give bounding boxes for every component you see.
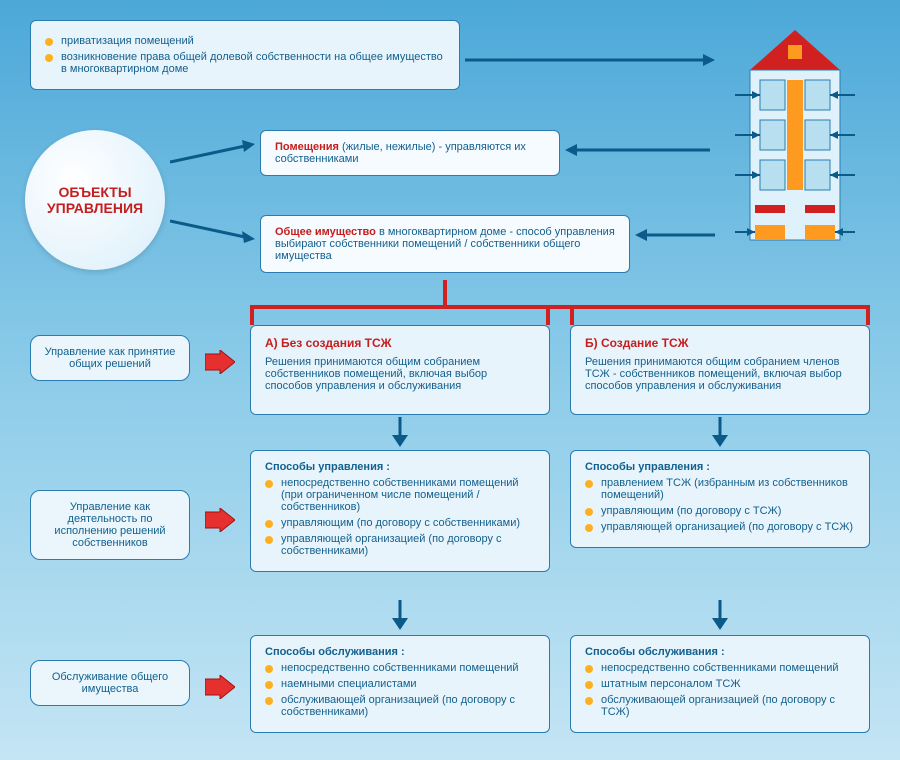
col-b-mgmt-title: Способы управления :	[585, 461, 855, 473]
red-conn-a-left	[250, 305, 254, 325]
red-conn-h	[250, 305, 870, 309]
top-premises-box: приватизация помещений возникновение пра…	[30, 20, 460, 90]
col-b-head: Б) Создание ТСЖ Решения принимаются общи…	[570, 325, 870, 415]
col-a-mgmt-2: управляющей организацией (по договору с …	[265, 533, 535, 557]
top-item-1: возникновение права общей долевой собств…	[45, 51, 445, 75]
arrow-building-to-mid1	[565, 140, 710, 160]
col-b-mgmt-2: управляющей организацией (по договору с …	[585, 521, 855, 533]
col-a-svc-0: непосредственно собственниками помещений	[265, 662, 535, 674]
red-conn-b-right	[866, 305, 870, 325]
col-a-mgmt: Способы управления : непосредственно соб…	[250, 450, 550, 572]
side-label-0: Управление как принятие общих решений	[30, 335, 190, 381]
side-label-1: Управление как деятельность по исполнени…	[30, 490, 190, 560]
col-a-svc-title: Способы обслуживания :	[265, 646, 535, 658]
red-conn-v	[443, 280, 447, 305]
col-b-mgmt-1: управляющим (по договору с ТСЖ)	[585, 505, 855, 517]
arrow-a-down-2	[388, 600, 412, 630]
arrow-top-to-building	[465, 50, 715, 70]
col-a-head: А) Без создания ТСЖ Решения принимаются …	[250, 325, 550, 415]
top-item-0: приватизация помещений	[45, 35, 445, 47]
side-label-2: Обслуживание общего имущества	[30, 660, 190, 706]
arrow-b-down-1	[708, 417, 732, 447]
col-b-mgmt: Способы управления : правлением ТСЖ (изб…	[570, 450, 870, 548]
objects-circle: ОБЪЕКТЫ УПРАВЛЕНИЯ	[25, 130, 165, 270]
arrow-circle-to-mid1	[170, 140, 255, 170]
premises-title: Помещения	[275, 141, 339, 153]
col-b-svc-1: штатным персоналом ТСЖ	[585, 678, 855, 690]
arrow-b-down-2	[708, 600, 732, 630]
red-conn-a-right	[546, 305, 550, 325]
col-a-svc: Способы обслуживания : непосредственно с…	[250, 635, 550, 733]
commonprop-box: Общее имущество в многоквартирном доме -…	[260, 215, 630, 273]
col-a-svc-1: наемными специалистами	[265, 678, 535, 690]
col-b-svc-2: обслуживающей организацией (по договору …	[585, 694, 855, 718]
commonprop-title: Общее имущество	[275, 226, 376, 238]
col-a-mgmt-1: управляющим (по договору с собственникам…	[265, 517, 535, 529]
col-b-svc-title: Способы обслуживания :	[585, 646, 855, 658]
col-a-head-title: А) Без создания ТСЖ	[265, 336, 535, 350]
premises-box: Помещения (жилые, нежилые) - управляются…	[260, 130, 560, 176]
col-b-mgmt-0: правлением ТСЖ (избранным из собственник…	[585, 477, 855, 501]
arrow-building-to-mid2	[635, 225, 715, 245]
col-b-head-title: Б) Создание ТСЖ	[585, 336, 855, 350]
col-a-mgmt-title: Способы управления :	[265, 461, 535, 473]
building-icon	[720, 20, 870, 265]
col-a-head-body: Решения принимаются общим собранием собс…	[265, 356, 535, 392]
red-conn-b-left	[570, 305, 574, 325]
col-b-svc-0: непосредственно собственниками помещений	[585, 662, 855, 674]
col-b-head-body: Решения принимаются общим собранием член…	[585, 356, 855, 392]
red-arrow-0	[205, 350, 235, 374]
arrow-a-down-1	[388, 417, 412, 447]
col-b-svc: Способы обслуживания : непосредственно с…	[570, 635, 870, 733]
red-arrow-1	[205, 508, 235, 532]
col-a-mgmt-0: непосредственно собственниками помещений…	[265, 477, 535, 513]
red-arrow-2	[205, 675, 235, 699]
arrow-circle-to-mid2	[170, 215, 255, 245]
col-a-svc-2: обслуживающей организацией (по договору …	[265, 694, 535, 718]
